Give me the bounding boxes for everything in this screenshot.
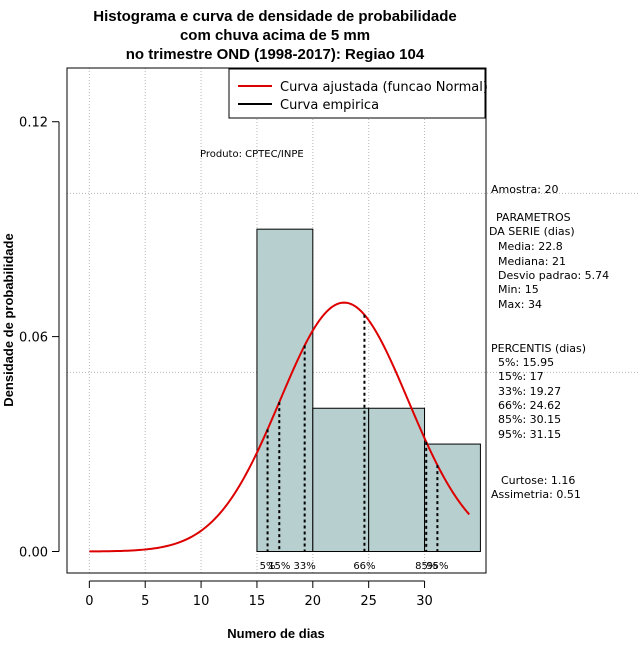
y-tick-label-2: 0.12	[19, 116, 48, 131]
histogram-bar-2	[368, 407, 426, 553]
percentile-label-4: 85%	[415, 561, 437, 572]
x-tick-label-6: 30	[416, 594, 433, 609]
legend-empirical-label: Curva empirica	[280, 98, 379, 113]
x-tick-label-4: 20	[305, 594, 322, 609]
stats-p95: 95%: 31.15	[498, 428, 561, 441]
stats-percentis-title: PERCENTIS (dias)	[491, 342, 586, 355]
title-line-2: com chuva acima de 5 mm	[180, 27, 370, 44]
x-tick-label-0: 0	[85, 594, 93, 609]
x-tick-label-3: 15	[249, 594, 266, 609]
percentile-markers: 5%15% 33% 66% 85%95%	[260, 314, 449, 572]
title-line-1: Histograma e curva de densidade de proba…	[93, 8, 456, 25]
x-axis-label: Numero de dias	[227, 626, 325, 641]
histogram-bars	[256, 228, 481, 553]
stats-assimetria: Assimetria: 0.51	[491, 488, 581, 501]
title-line-3: no trimestre OND (1998-2017): Regiao 104	[126, 46, 425, 63]
percentile-label-1: 15%	[268, 561, 290, 572]
percentile-label-3: 66%	[353, 561, 375, 572]
stats-panel: Amostra: 20 PARAMETROS DA SERIE (dias) M…	[489, 183, 609, 501]
percentile-label-0: 5%	[260, 561, 276, 572]
stats-media: Media: 22.8	[498, 240, 563, 253]
stats-min: Min: 15	[498, 283, 539, 296]
x-tick-label-5: 25	[360, 594, 377, 609]
plot-frame	[66, 67, 487, 574]
x-axis: 0 5 10 15 20 25 30	[85, 580, 433, 609]
stats-max: Max: 34	[498, 298, 542, 311]
stats-parametros-subtitle: DA SERIE (dias)	[489, 225, 575, 238]
legend: Curva ajustada (funcao Normal) Curva emp…	[228, 68, 488, 119]
stats-desvio: Desvio padrao: 5.74	[498, 269, 609, 282]
stats-p66: 66%: 24.62	[498, 399, 561, 412]
stats-p33: 33%: 19.27	[498, 385, 561, 398]
y-tick-label-1: 0.06	[19, 331, 48, 346]
x-tick-label-1: 5	[141, 594, 149, 609]
stats-p5: 5%: 15.95	[498, 356, 554, 369]
stats-curtose: Curtose: 1.16	[501, 474, 575, 487]
product-annotation: Produto: CPTEC/INPE	[200, 149, 304, 160]
percentile-label-2: 33%	[294, 561, 316, 572]
stats-parametros-title: PARAMETROS	[496, 211, 571, 224]
legend-fitted-label: Curva ajustada (funcao Normal)	[280, 80, 488, 95]
stats-mediana: Mediana: 21	[498, 255, 566, 268]
y-axis: 0.00 0.06 0.12	[19, 116, 60, 561]
histogram-bar-1	[312, 407, 370, 553]
chart-title: Histograma e curva de densidade de proba…	[93, 8, 456, 63]
legend-box	[228, 68, 486, 119]
stats-p85: 85%: 30.15	[498, 413, 561, 426]
stats-amostra: Amostra: 20	[491, 183, 558, 196]
stats-p15: 15%: 17	[498, 370, 544, 383]
x-tick-label-2: 10	[193, 594, 210, 609]
y-tick-label-0: 0.00	[19, 546, 48, 561]
y-axis-label: Densidade de probabilidade	[1, 233, 16, 406]
histogram-bar-3	[424, 443, 481, 553]
percentile-label-5: 95%	[426, 561, 448, 572]
